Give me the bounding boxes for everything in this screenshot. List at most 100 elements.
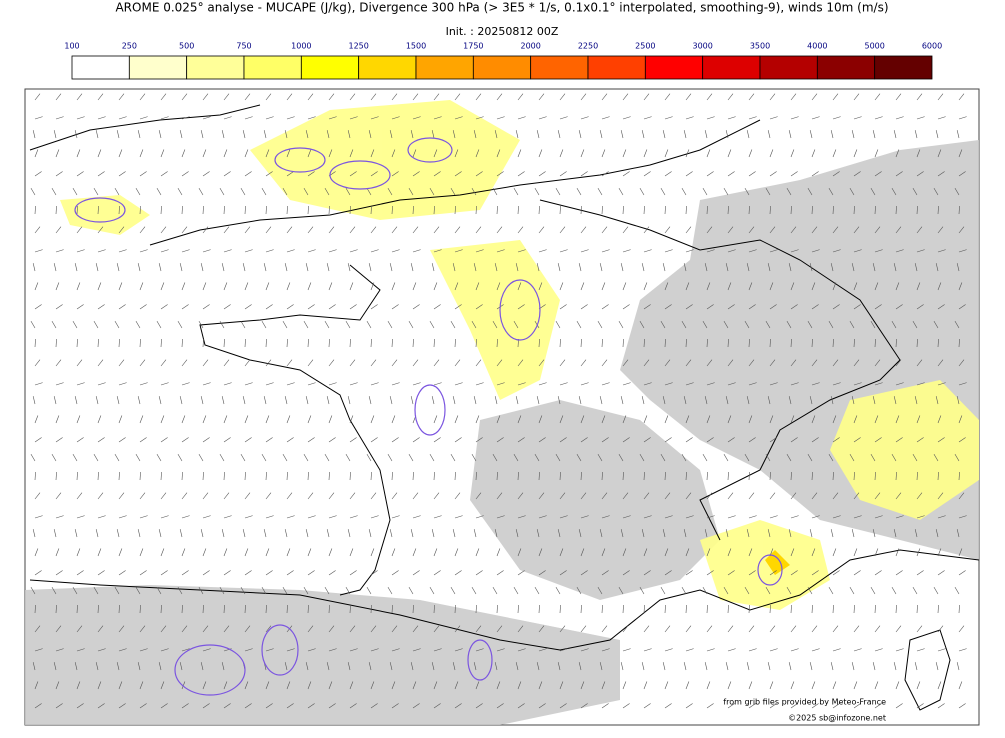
wind-barb <box>431 130 435 139</box>
wind-barb <box>958 548 963 557</box>
wind-barb <box>559 492 566 500</box>
wind-barb <box>307 471 309 481</box>
wind-barb <box>34 570 42 576</box>
wind-barb <box>284 130 288 139</box>
wind-barb <box>454 149 459 158</box>
wind-barb <box>286 382 295 386</box>
wind-barb <box>662 396 666 405</box>
wind-barb <box>725 396 729 405</box>
wind-barb <box>662 662 666 671</box>
wind-barb <box>723 187 729 196</box>
wind-barb <box>664 282 669 291</box>
wind-barb <box>179 130 183 139</box>
wind-barb <box>788 662 792 671</box>
wind-barb <box>240 586 246 595</box>
wind-barb <box>454 226 461 234</box>
wind-barb <box>242 130 246 139</box>
wind-barb <box>223 515 232 519</box>
wind-barb <box>559 604 561 614</box>
wind-barb <box>725 263 729 272</box>
wind-barb <box>538 93 545 101</box>
wind-barb <box>118 515 127 519</box>
wind-barb <box>853 681 858 690</box>
wind-barb <box>685 703 693 709</box>
wind-barb <box>660 187 666 196</box>
wind-barb <box>664 359 671 367</box>
wind-barb <box>496 492 503 500</box>
wind-barb <box>97 515 106 519</box>
wind-barb <box>240 453 246 462</box>
wind-barb <box>387 187 393 196</box>
wind-barb <box>412 249 421 253</box>
wind-barb <box>769 249 778 253</box>
wind-barb <box>286 548 291 557</box>
wind-barb <box>137 396 141 405</box>
wind-barb <box>664 515 673 519</box>
wind-barb <box>139 382 148 386</box>
wind-barb <box>475 205 477 215</box>
wind-barb <box>664 548 669 557</box>
wind-barb <box>830 263 834 272</box>
wind-barb <box>557 662 561 671</box>
wind-barb <box>391 171 399 177</box>
wind-barb <box>412 703 420 709</box>
wind-barb <box>769 382 778 386</box>
wind-barb <box>685 437 693 443</box>
wind-barb <box>912 187 918 196</box>
wind-barb <box>746 130 750 139</box>
wind-barb <box>240 187 246 196</box>
wind-barb <box>513 320 519 329</box>
wind-barb <box>244 116 253 120</box>
wind-barb <box>853 492 860 500</box>
wind-barb <box>811 149 816 158</box>
wind-barb <box>748 703 756 709</box>
wind-barb <box>261 453 267 462</box>
wind-barb <box>872 396 876 405</box>
wind-barb <box>958 681 963 690</box>
wind-barb <box>727 93 734 101</box>
wind-barb <box>618 453 624 462</box>
wind-barb <box>244 304 252 310</box>
wind-barb <box>265 604 267 614</box>
wind-barb <box>328 515 337 519</box>
wind-barb <box>515 396 519 405</box>
colorbar-tick-label: 2000 <box>520 42 540 51</box>
wind-barb <box>851 529 855 538</box>
wind-barb <box>599 662 603 671</box>
wind-barb <box>790 648 799 652</box>
wind-barb <box>580 548 585 557</box>
wind-barb <box>286 304 294 310</box>
wind-barb <box>370 648 379 652</box>
wind-barb <box>286 359 293 367</box>
wind-barb <box>307 338 309 348</box>
wind-barb <box>874 171 882 177</box>
wind-barb <box>370 415 375 424</box>
wind-barb <box>391 149 396 158</box>
wind-barb <box>597 453 603 462</box>
wind-barb <box>475 437 483 443</box>
init-time: Init. : 20250812 00Z <box>446 25 559 38</box>
wind-barb <box>601 515 610 519</box>
wind-barb <box>874 359 881 367</box>
wind-barb <box>412 625 419 633</box>
wind-barb <box>242 529 246 538</box>
wind-barb <box>935 396 939 405</box>
wind-barb <box>324 320 330 329</box>
wind-barb <box>895 304 903 310</box>
wind-barb <box>34 205 36 215</box>
wind-barb <box>244 382 253 386</box>
wind-barb <box>706 149 711 158</box>
colorbar-segment <box>759 55 818 80</box>
wind-barb <box>832 338 834 348</box>
wind-barb <box>874 149 879 158</box>
wind-barb <box>76 226 83 234</box>
wind-barb <box>433 382 442 386</box>
wind-barb <box>664 492 671 500</box>
wind-barb <box>683 396 687 405</box>
wind-barb <box>891 586 897 595</box>
wind-barb <box>853 548 858 557</box>
wind-barb <box>599 396 603 405</box>
wind-barb <box>200 396 204 405</box>
wind-barb <box>622 249 631 253</box>
wind-barb <box>263 396 267 405</box>
